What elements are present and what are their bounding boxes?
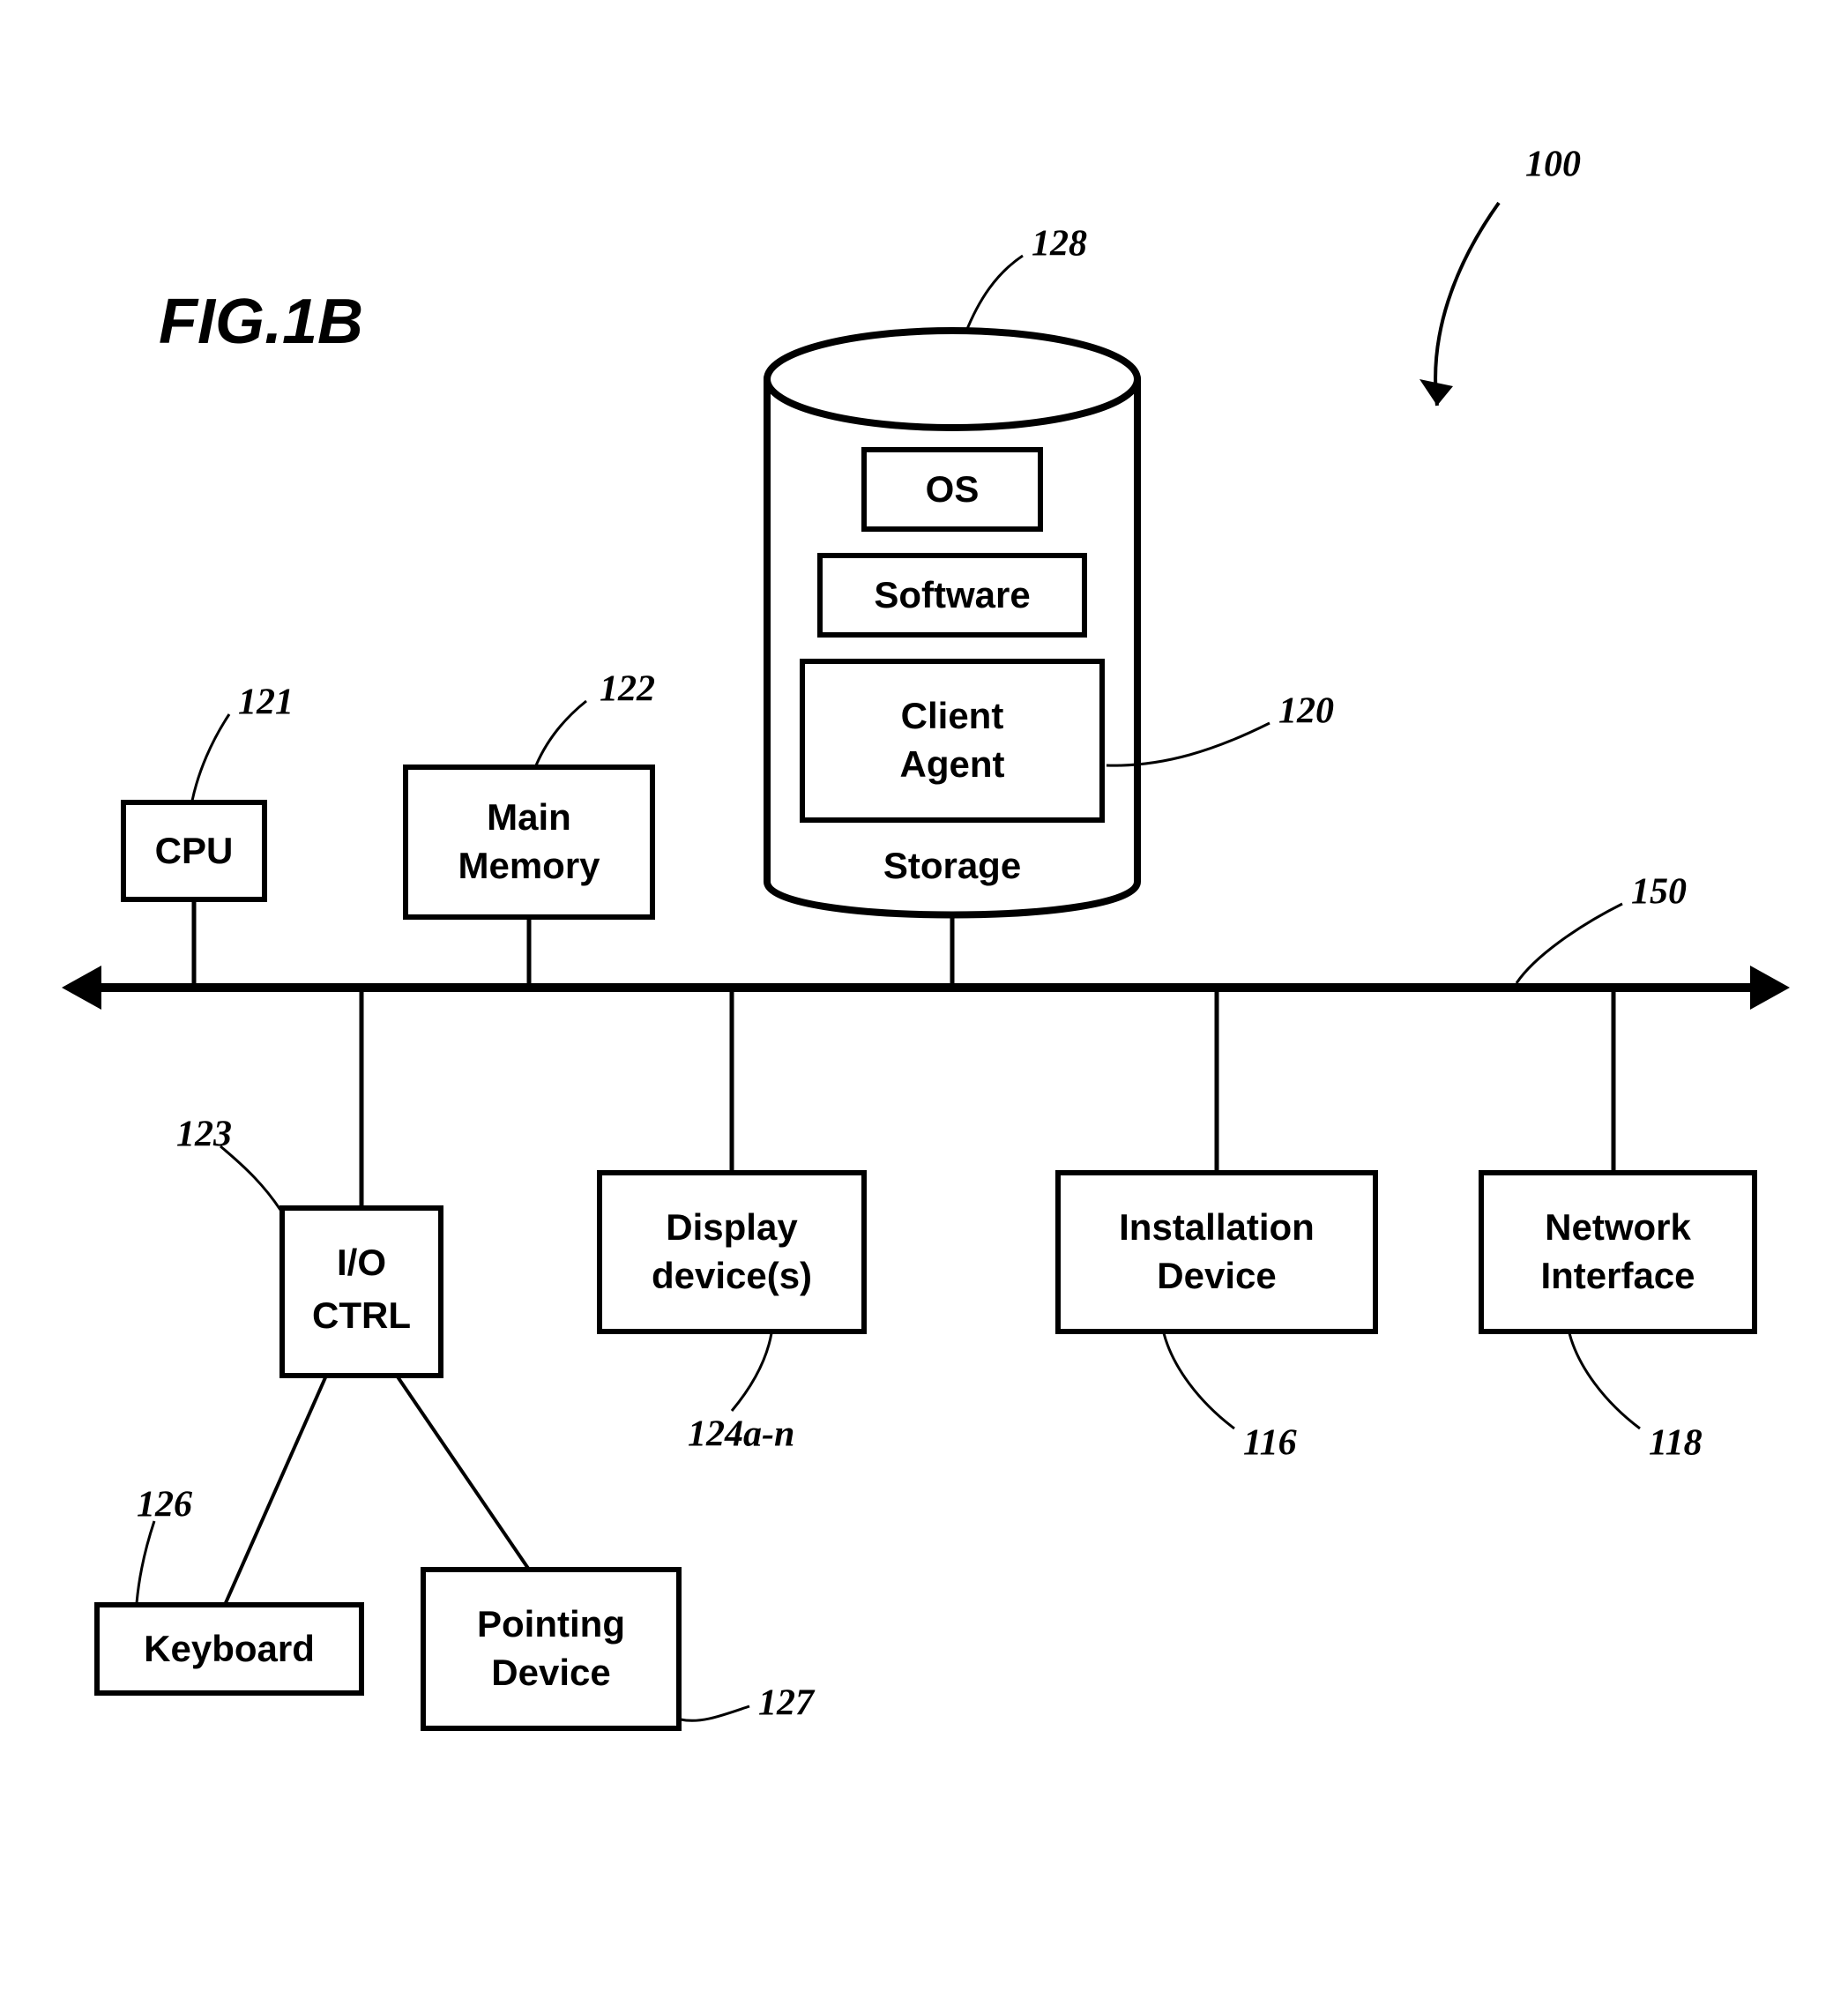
leader-126: 126	[137, 1485, 192, 1603]
leader-122: 122	[536, 669, 655, 765]
network-label-2: Interface	[1540, 1255, 1695, 1296]
ref-100: 100	[1525, 145, 1581, 185]
network-label-1: Network	[1545, 1206, 1691, 1248]
leader-128: 128	[965, 224, 1087, 333]
display-label-1: Display	[666, 1206, 798, 1248]
display-label-2: device(s)	[652, 1255, 812, 1296]
pointing-node: Pointing Device	[423, 1570, 679, 1728]
leader-116: 116	[1164, 1333, 1297, 1464]
leader-150: 150	[1516, 872, 1687, 983]
main-memory-label-1: Main	[487, 796, 571, 838]
ref-128: 128	[1032, 224, 1087, 265]
ref-127: 127	[758, 1683, 816, 1724]
io-ctrl-label-1: I/O	[337, 1242, 386, 1283]
display-node: Display device(s)	[600, 1173, 864, 1331]
ref-116: 116	[1243, 1423, 1297, 1464]
storage-label: Storage	[883, 845, 1021, 886]
io-ctrl-node: I/O CTRL	[282, 1208, 441, 1376]
ref-124: 124a-n	[688, 1414, 794, 1455]
figure-title: FIG.1B	[159, 287, 363, 357]
ref-150: 150	[1631, 872, 1687, 913]
main-memory-label-2: Memory	[458, 845, 600, 886]
leader-124: 124a-n	[688, 1333, 794, 1455]
network-node: Network Interface	[1481, 1173, 1755, 1331]
bus-line	[62, 966, 1790, 1010]
ref-126: 126	[137, 1485, 192, 1525]
leader-127: 127	[681, 1683, 816, 1724]
ref-122: 122	[600, 669, 655, 710]
install-node: Installation Device	[1058, 1173, 1375, 1331]
leader-123: 123	[176, 1115, 280, 1210]
system-ref-100: 100	[1420, 145, 1581, 406]
install-label-2: Device	[1157, 1255, 1276, 1296]
client-agent-label-1: Client	[901, 695, 1004, 736]
leader-121: 121	[192, 682, 294, 801]
software-label: Software	[874, 574, 1030, 615]
leader-118: 118	[1569, 1333, 1703, 1464]
storage-cylinder: OS Software Client Agent Storage	[767, 331, 1137, 915]
ref-120: 120	[1278, 691, 1334, 732]
cpu-label: CPU	[155, 830, 234, 871]
conn-pointing	[397, 1376, 529, 1570]
pointing-label-2: Device	[491, 1652, 610, 1693]
ref-121: 121	[238, 682, 294, 723]
keyboard-label: Keyboard	[144, 1628, 315, 1669]
keyboard-node: Keyboard	[97, 1605, 361, 1693]
client-agent-label-2: Agent	[900, 743, 1005, 785]
cpu-node: CPU	[123, 802, 265, 899]
ref-118: 118	[1649, 1423, 1703, 1464]
pointing-label-1: Pointing	[477, 1603, 625, 1645]
os-label: OS	[926, 468, 980, 510]
io-ctrl-label-2: CTRL	[312, 1294, 411, 1336]
main-memory-node: Main Memory	[406, 767, 652, 917]
install-label-1: Installation	[1119, 1206, 1315, 1248]
ref-123: 123	[176, 1115, 232, 1155]
conn-keyboard	[225, 1376, 326, 1605]
